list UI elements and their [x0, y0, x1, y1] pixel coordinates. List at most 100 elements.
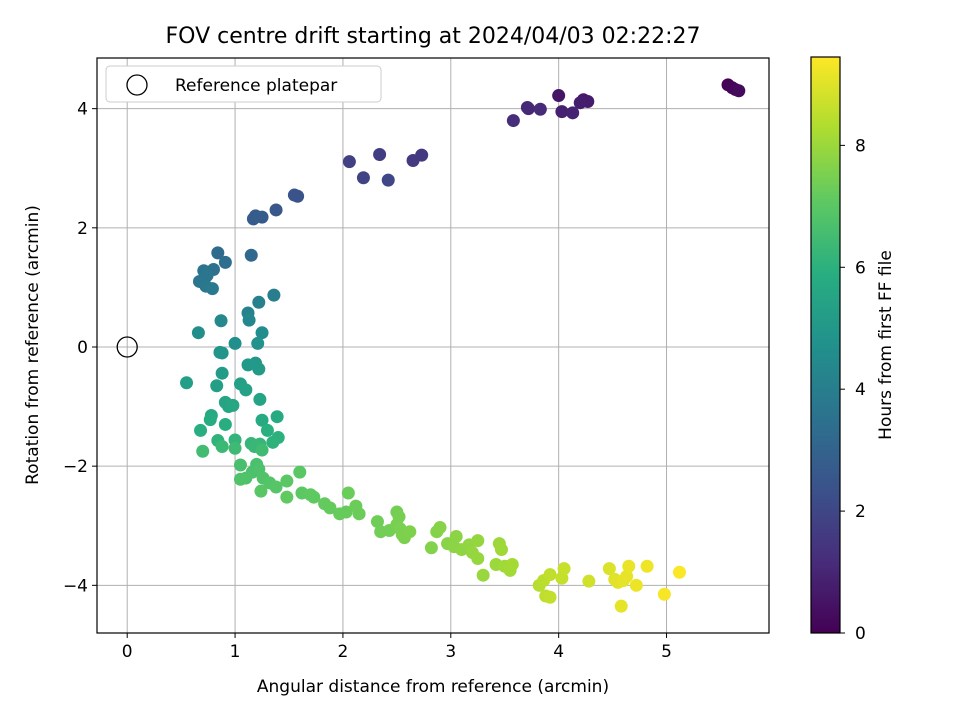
data-point	[582, 574, 596, 588]
data-point	[228, 336, 242, 350]
data-point	[180, 376, 194, 390]
data-point	[620, 569, 634, 583]
x-axis-label: Angular distance from reference (arcmin)	[257, 677, 609, 697]
y-axis-label: Rotation from reference (arcmin)	[23, 205, 43, 485]
data-point	[280, 474, 294, 488]
data-point	[505, 557, 519, 571]
data-point	[373, 148, 387, 162]
chart-title: FOV centre drift starting at 2024/04/03 …	[166, 24, 701, 49]
colorbar-ticks: 0 2 4 6 8	[840, 136, 866, 644]
data-point	[629, 578, 643, 592]
data-point	[203, 413, 217, 427]
data-point	[267, 288, 281, 302]
reference-platepar-marker	[116, 336, 138, 358]
x-axis-ticks: 0 1 2 3 4 5	[122, 633, 672, 662]
data-point	[506, 114, 520, 128]
data-point	[211, 246, 225, 260]
data-point	[215, 346, 229, 360]
data-point	[424, 541, 438, 555]
data-point	[640, 559, 654, 573]
y-tick-label: 2	[77, 219, 88, 239]
data-point	[233, 472, 247, 486]
data-point	[352, 507, 366, 521]
grid-lines	[97, 58, 769, 633]
data-point	[226, 398, 240, 412]
data-point	[260, 423, 274, 437]
data-point	[471, 552, 485, 566]
data-point	[557, 562, 571, 576]
data-point	[449, 529, 463, 543]
legend-entry-reference: Reference platepar	[175, 76, 337, 96]
x-tick-label: 2	[338, 642, 349, 662]
colorbar-tick-label: 6	[855, 258, 866, 278]
data-point	[614, 599, 628, 613]
data-point	[471, 534, 485, 548]
colorbar-tick-label: 2	[855, 502, 866, 522]
data-point	[269, 480, 283, 494]
data-point	[339, 505, 353, 519]
data-point	[543, 590, 557, 604]
y-tick-label: 4	[77, 100, 88, 120]
data-point	[403, 525, 417, 539]
data-point	[602, 562, 616, 576]
y-tick-label: −4	[63, 576, 88, 596]
data-point	[249, 209, 263, 223]
data-point	[476, 568, 490, 582]
data-point	[252, 362, 266, 376]
data-point	[228, 441, 242, 455]
data-point	[253, 392, 267, 406]
data-point	[573, 96, 587, 110]
x-tick-label: 3	[445, 642, 456, 662]
data-point	[280, 490, 294, 504]
colorbar-tick-label: 8	[855, 136, 866, 156]
data-point	[194, 423, 208, 437]
data-point	[341, 486, 355, 500]
colorbar-tick-label: 4	[855, 380, 866, 400]
data-point	[191, 326, 205, 340]
data-point	[433, 521, 447, 535]
data-point	[552, 89, 566, 103]
data-point	[381, 173, 395, 187]
colorbar-tick-label: 0	[855, 624, 866, 644]
data-point	[657, 587, 671, 601]
data-point	[255, 326, 269, 340]
data-point	[270, 410, 284, 424]
legend-box	[105, 65, 382, 103]
data-point	[218, 255, 232, 269]
data-point	[215, 366, 229, 380]
data-point	[251, 336, 265, 350]
y-tick-label: −2	[63, 457, 88, 477]
data-point	[210, 379, 224, 393]
x-tick-label: 0	[122, 642, 133, 662]
data-point	[732, 84, 746, 98]
x-tick-label: 4	[553, 642, 564, 662]
legend: Reference platepar	[105, 65, 382, 103]
data-point	[494, 543, 508, 557]
data-point	[242, 313, 256, 327]
colorbar	[810, 56, 841, 634]
data-point	[254, 484, 268, 498]
data-point	[543, 568, 557, 582]
data-point	[566, 106, 580, 120]
data-point	[293, 465, 307, 479]
data-point	[622, 559, 636, 573]
data-point	[244, 248, 258, 262]
data-point	[205, 282, 219, 296]
data-point	[307, 490, 321, 504]
legend-marker	[126, 74, 148, 96]
data-point	[252, 295, 266, 309]
data-point	[266, 435, 280, 449]
y-tick-label: 0	[77, 338, 88, 358]
data-point	[555, 105, 569, 119]
data-point	[255, 413, 269, 427]
x-tick-label: 1	[230, 642, 241, 662]
data-point	[269, 203, 283, 217]
plot-frame	[96, 57, 770, 634]
data-point	[214, 314, 228, 328]
data-points	[180, 78, 746, 613]
data-point	[356, 171, 370, 185]
data-point	[215, 439, 229, 453]
data-point	[239, 383, 253, 397]
x-tick-label: 5	[661, 642, 672, 662]
